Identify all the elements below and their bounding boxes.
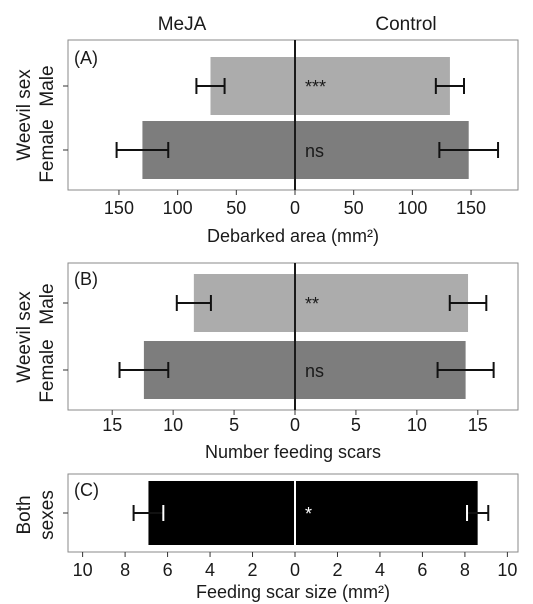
x-tick-label: 6	[163, 560, 173, 580]
x-tick-label: 4	[375, 560, 385, 580]
x-tick-label: 2	[332, 560, 342, 580]
significance-label-male: **	[305, 294, 319, 314]
x-tick-label: 15	[468, 415, 488, 435]
panel-c-ylabel-line2: sexes	[37, 490, 58, 540]
x-tick-label: 10	[73, 560, 93, 580]
panel-c-xlabel: Feeding scar size (mm²)	[196, 582, 390, 602]
x-tick-label: 10	[163, 415, 183, 435]
panel-b-xlabel: Number feeding scars	[205, 442, 381, 462]
panel-a: *** ns (A) Weevil sex Male Female 150 100 5…	[14, 39, 519, 246]
panel-a-category-male: Male	[37, 65, 58, 106]
x-tick-label: 0	[290, 198, 300, 218]
bar-control-male	[295, 274, 469, 332]
panel-b-ylabel: Weevil sex	[14, 291, 35, 383]
x-tick-label: 50	[344, 198, 364, 218]
panel-b-category-male: Male	[37, 283, 58, 324]
bar-meja-both-sexes	[148, 481, 295, 545]
panel-b-marks: ** ns	[118, 263, 495, 410]
bar-control-male	[295, 57, 450, 115]
panel-c-xticks: 10 8 6 4 2 0 2 4 6 8 10	[63, 512, 517, 580]
panel-b-label: (B)	[74, 269, 98, 289]
panel-a-frame	[67, 39, 519, 191]
panel-c-marks: *	[132, 481, 490, 545]
x-tick-label: 10	[407, 415, 427, 435]
panel-c-ylabel-line1: Both	[14, 495, 35, 534]
panel-a-category-female: Female	[37, 119, 58, 182]
x-tick-label: 50	[226, 198, 246, 218]
x-tick-label: 100	[163, 198, 193, 218]
x-tick-label: 4	[205, 560, 215, 580]
panel-c-label: (C)	[74, 480, 99, 500]
panel-c: * (C) Both sexes 10 8 6 4 2 0 2 4 6 8 10 Feeding s…	[14, 473, 519, 602]
x-tick-label: 5	[229, 415, 239, 435]
panel-a-xticks: 150 100 50 0 50 100 150	[63, 85, 486, 218]
x-tick-label: 150	[104, 198, 134, 218]
significance-label-female: ns	[305, 141, 324, 161]
meja-header: MeJA	[158, 14, 207, 35]
panel-a-marks: *** ns	[115, 40, 500, 190]
panel-b: **ns (B) Weevil sex Male Female 15 10 5 0 5 1…	[14, 262, 519, 462]
significance-label-female: ns	[305, 361, 324, 381]
x-tick-label: 8	[460, 560, 470, 580]
significance-label-male: ***	[305, 77, 326, 97]
bar-control-both-sexes	[295, 481, 478, 545]
significance-label-both-sexes: *	[305, 504, 312, 524]
x-tick-label: 10	[497, 560, 517, 580]
x-tick-label: 6	[417, 560, 427, 580]
x-tick-label: 8	[120, 560, 130, 580]
x-tick-label: 2	[248, 560, 258, 580]
x-tick-label: 0	[290, 560, 300, 580]
x-tick-label: 5	[351, 415, 361, 435]
panel-b-category-female: Female	[37, 339, 58, 402]
x-tick-label: 0	[290, 415, 300, 435]
x-tick-label: 15	[102, 415, 122, 435]
panel-a-xlabel: Debarked area (mm²)	[207, 226, 379, 246]
panel-a-label: (A)	[74, 48, 98, 68]
control-header: Control	[375, 14, 436, 35]
panel-b-xticks: 15 10 5 0 5 10 15	[63, 302, 488, 435]
panel-a-ylabel: Weevil sex	[14, 69, 35, 161]
x-tick-label: 100	[397, 198, 427, 218]
panel-b-frame	[67, 262, 519, 411]
x-tick-label: 150	[456, 198, 486, 218]
